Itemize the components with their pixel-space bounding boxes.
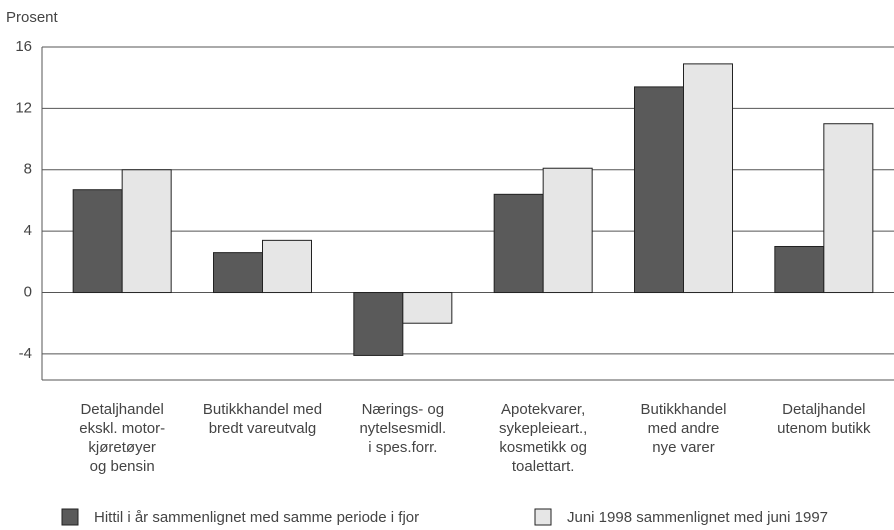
y-tick-label: 0 [24,283,32,300]
x-tick-label: i spes.forr. [368,439,437,456]
x-tick-label: nytelsesmidl. [359,420,446,437]
x-tick-label: toalettart. [512,458,575,475]
y-tick-label: 16 [15,38,32,55]
legend-label: Juni 1998 sammenlignet med juni 1997 [567,509,828,526]
bar [542,167,593,294]
y-tick-label: 12 [15,99,32,116]
y-axis-label: Prosent [6,9,59,26]
bar [683,63,733,294]
bar [634,86,684,294]
x-tick-label: kosmetikk og [499,439,587,456]
y-tick-label: -4 [19,345,32,362]
y-tick-label: 4 [24,222,32,239]
x-tick-label: ekskl. motor- [79,420,165,437]
bar [823,123,874,294]
x-tick-label: Nærings- og [362,401,445,418]
x-tick-label: Butikkhandel med [203,401,322,418]
y-tick-label: 8 [24,161,32,178]
bar [402,292,453,324]
x-tick-label: bredt vareutvalg [209,420,317,437]
legend-swatch [61,508,79,526]
bar [353,292,404,356]
x-tick-label: kjøretøyer [88,439,156,456]
x-tick-label: sykepleieart., [499,420,587,437]
bar [262,239,312,294]
bar [774,245,825,294]
legend-swatch [534,508,552,526]
bar [213,252,263,294]
x-tick-label: Apotekvarer, [501,401,585,418]
bar [493,193,544,294]
x-tick-label: Butikkhandel [641,401,727,418]
bar [72,189,123,294]
x-tick-label: og bensin [90,458,155,475]
x-tick-label: utenom butikk [777,420,871,437]
x-tick-label: nye varer [652,439,715,456]
legend-label: Hittil i år sammenlignet med samme perio… [94,509,419,526]
x-tick-label: Detaljhandel [80,401,163,418]
bar [121,169,172,294]
x-tick-label: Detaljhandel [782,401,865,418]
x-tick-label: med andre [648,420,720,437]
